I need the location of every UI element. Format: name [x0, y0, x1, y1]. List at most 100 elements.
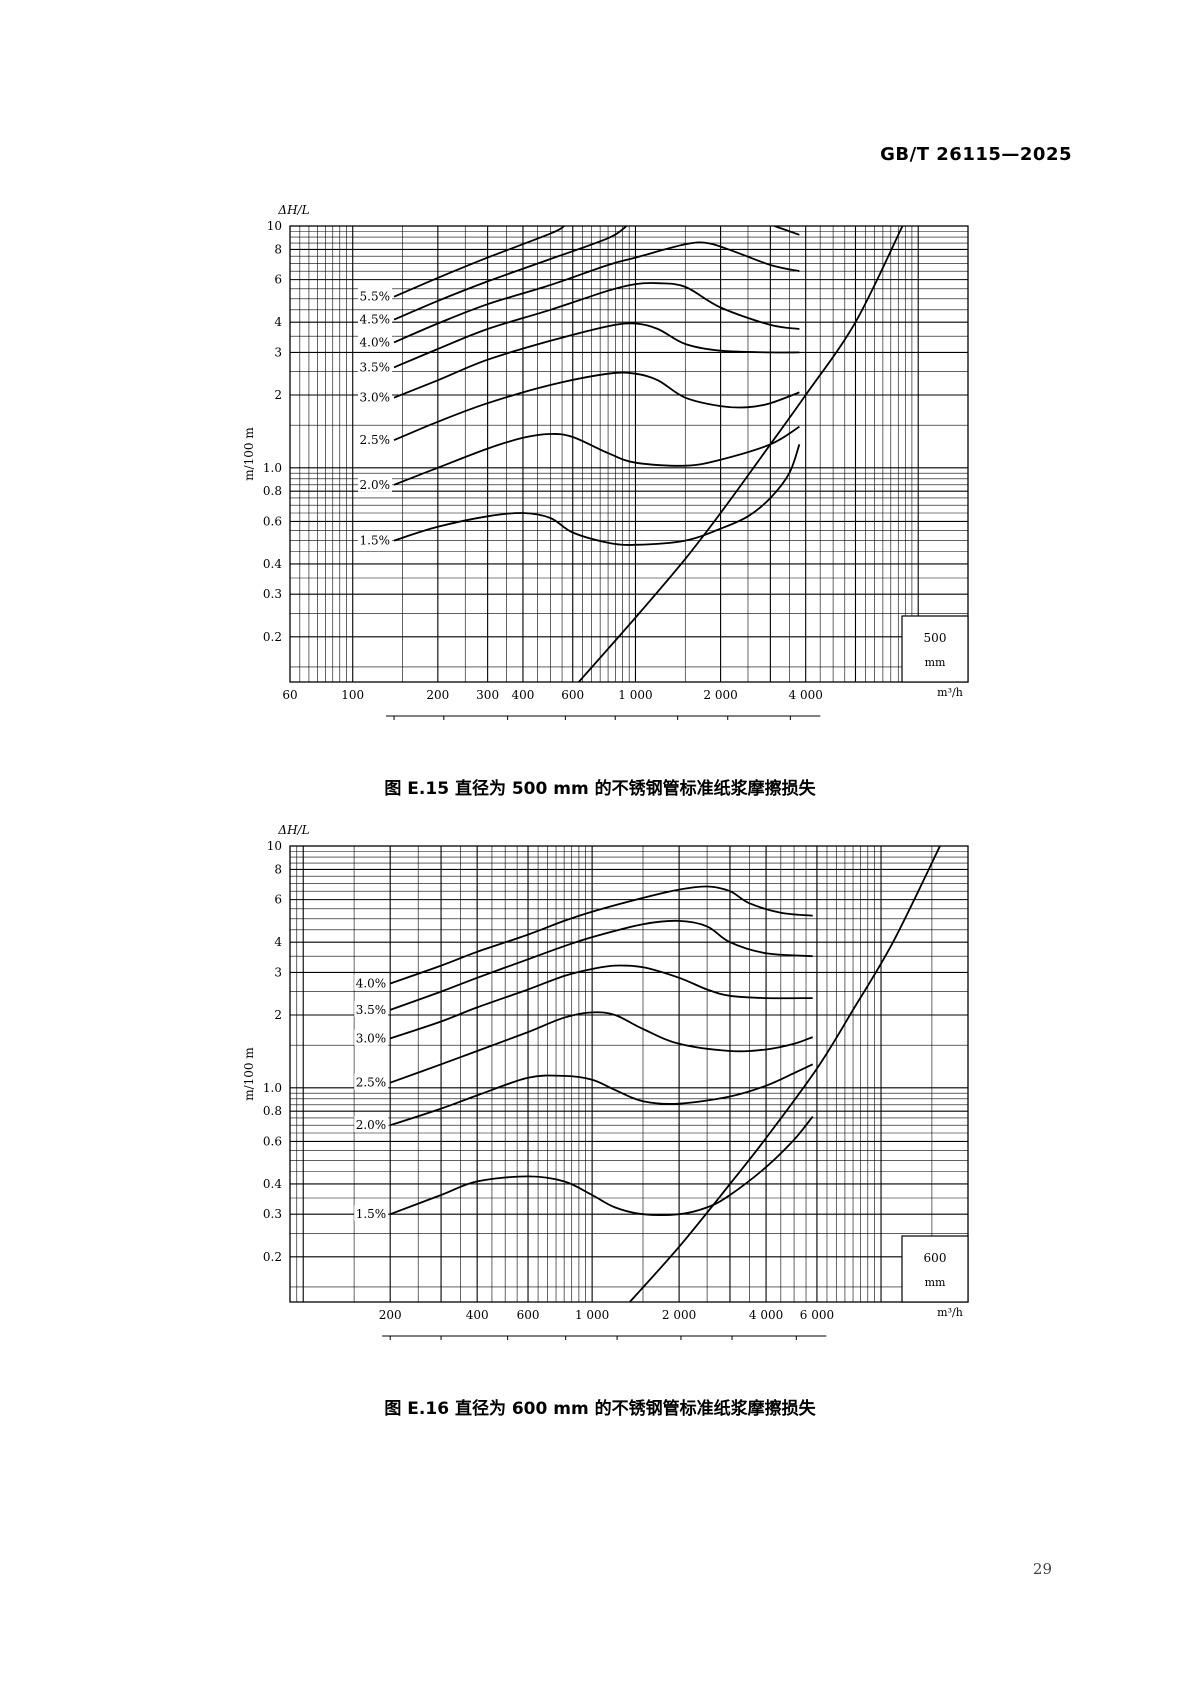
series-label-bg [358, 431, 393, 448]
series-line-35 [393, 282, 800, 369]
series-label-bg [358, 388, 393, 405]
series-label: 1.5% [356, 1207, 387, 1221]
series-label: 4.0% [356, 976, 387, 990]
x-tick-label: 400 [466, 1308, 489, 1322]
grid [289, 225, 969, 682]
y-tick-label: 10 [267, 219, 282, 233]
y-tick-label: 0.2 [263, 1250, 282, 1264]
series-label-bg [354, 1116, 389, 1133]
series-label-bg [358, 358, 393, 375]
grid [289, 845, 969, 1302]
series-label: 1.5% [360, 534, 391, 548]
y-tick-label: 0.3 [263, 587, 282, 601]
y-tick-label: 6 [274, 893, 282, 907]
series-line-30 [393, 322, 800, 399]
series-label: 2.5% [356, 1076, 387, 1090]
pipe-size-box [901, 1235, 969, 1303]
y-tick-label: 0.8 [263, 1104, 282, 1118]
pipe-size-unit: mm [925, 656, 946, 669]
y-tick-label: 0.3 [263, 1207, 282, 1221]
x-tick-label: 300 [476, 688, 499, 702]
series-line-55 [393, 226, 565, 298]
series-group [393, 226, 904, 682]
series-line-35 [389, 919, 813, 1011]
x-tick-label: 1 000 [618, 688, 652, 702]
y-axis-label: m/100 m [242, 1047, 256, 1101]
boundary-line [629, 846, 941, 1302]
x-unit-label: m³/h [937, 1306, 963, 1319]
y-tick-label: 10 [267, 839, 282, 853]
x-tick-label: 600 [561, 688, 584, 702]
boundary-line [774, 226, 800, 236]
x-tick-label: 2 000 [703, 688, 737, 702]
x-tick-label: 2 000 [662, 1308, 696, 1322]
series-line-40 [393, 241, 800, 344]
chart-e16: 10 8 6 4 3 2 1.0 0.8 0.6 0.4 0.3 0.2 ΔH/L m/100 m 200 4… [242, 823, 969, 1357]
series-label-bg [354, 1029, 389, 1046]
series-label: 2.5% [360, 433, 391, 447]
series-line-25 [393, 371, 800, 442]
pipe-size-value: 600 [924, 1251, 947, 1265]
y-tick-label: 2 [274, 388, 282, 402]
series-label: 3.5% [356, 1003, 387, 1017]
y-tick-label: 3 [274, 345, 282, 359]
series-label-bg [354, 1073, 389, 1090]
series-line-15 [389, 1116, 814, 1216]
y-tick-label: 6 [274, 273, 282, 287]
y-tick-label: 0.8 [263, 484, 282, 498]
y-tick-label: 4 [274, 935, 282, 949]
series-label: 4.5% [360, 313, 391, 327]
y-tick-label: 0.2 [263, 630, 282, 644]
y-axis-label: m/100 m [242, 427, 256, 481]
series-label-bg [358, 310, 393, 327]
series-line-15 [393, 443, 801, 546]
series-line-20 [393, 425, 800, 486]
pipe-size-value: 500 [924, 631, 947, 645]
x-tick-label: 4 000 [789, 688, 823, 702]
x-tick-label: 4 000 [749, 1308, 783, 1322]
series-label: 4.0% [360, 335, 391, 349]
series-label-bg [354, 974, 389, 991]
x-tick-label: 60 [282, 688, 297, 702]
document-id: GB/T 26115—2025 [880, 144, 1072, 165]
x-tick-label: 200 [426, 688, 449, 702]
series-line-20 [389, 1063, 814, 1127]
series-label: 3.0% [356, 1031, 387, 1045]
series-label-bg [358, 287, 393, 304]
y-tick-label: 0.4 [263, 557, 282, 571]
chart-figure-e15: 10 8 6 4 3 2 1.0 0.8 0.6 0.4 0.3 0.2 ΔH/L m/100 m 60 10… [0, 200, 1200, 737]
boundary-line [578, 226, 904, 682]
figure-caption-e16: 图 E.16 直径为 600 mm 的不锈钢管标准纸浆摩擦损失 [384, 1399, 816, 1419]
x-unit-label: m³/h [937, 686, 963, 699]
x-tick-label: 1 000 [575, 1308, 609, 1322]
y-axis-title: ΔH/L [277, 203, 309, 217]
series-line-25 [389, 1011, 814, 1084]
series-label-bg [358, 475, 393, 492]
series-label-bg [358, 531, 393, 548]
chart-e15: 10 8 6 4 3 2 1.0 0.8 0.6 0.4 0.3 0.2 ΔH/L m/100 m 60 10… [242, 203, 969, 737]
page-number: 29 [1032, 1560, 1052, 1578]
series-label-bg [354, 1205, 389, 1222]
series-label: 3.0% [360, 391, 391, 405]
series-line-45 [393, 226, 628, 321]
y-axis-title: ΔH/L [277, 823, 309, 837]
series-label: 3.5% [360, 360, 391, 374]
y-tick-label: 2 [274, 1008, 282, 1022]
y-tick-label: 0.4 [263, 1177, 282, 1191]
x-tick-label: 6 000 [800, 1308, 834, 1322]
chart-figure-e16: 10 8 6 4 3 2 1.0 0.8 0.6 0.4 0.3 0.2 ΔH/L m/100 m 200 4… [0, 820, 1200, 1357]
y-tick-label: 8 [274, 242, 282, 256]
y-tick-label: 3 [274, 965, 282, 979]
y-tick-label: 8 [274, 862, 282, 876]
plot-frame [289, 845, 969, 1303]
y-tick-label: 1.0 [263, 461, 282, 475]
y-tick-label: 4 [274, 315, 282, 329]
plot-frame [289, 225, 969, 683]
series-label: 2.0% [356, 1118, 387, 1132]
y-tick-label: 0.6 [263, 1134, 282, 1148]
series-label: 5.5% [360, 290, 391, 304]
series-line-30 [389, 964, 813, 1040]
pipe-size-unit: mm [925, 1276, 946, 1289]
series-label: 2.0% [360, 478, 391, 492]
x-tick-label: 600 [517, 1308, 540, 1322]
